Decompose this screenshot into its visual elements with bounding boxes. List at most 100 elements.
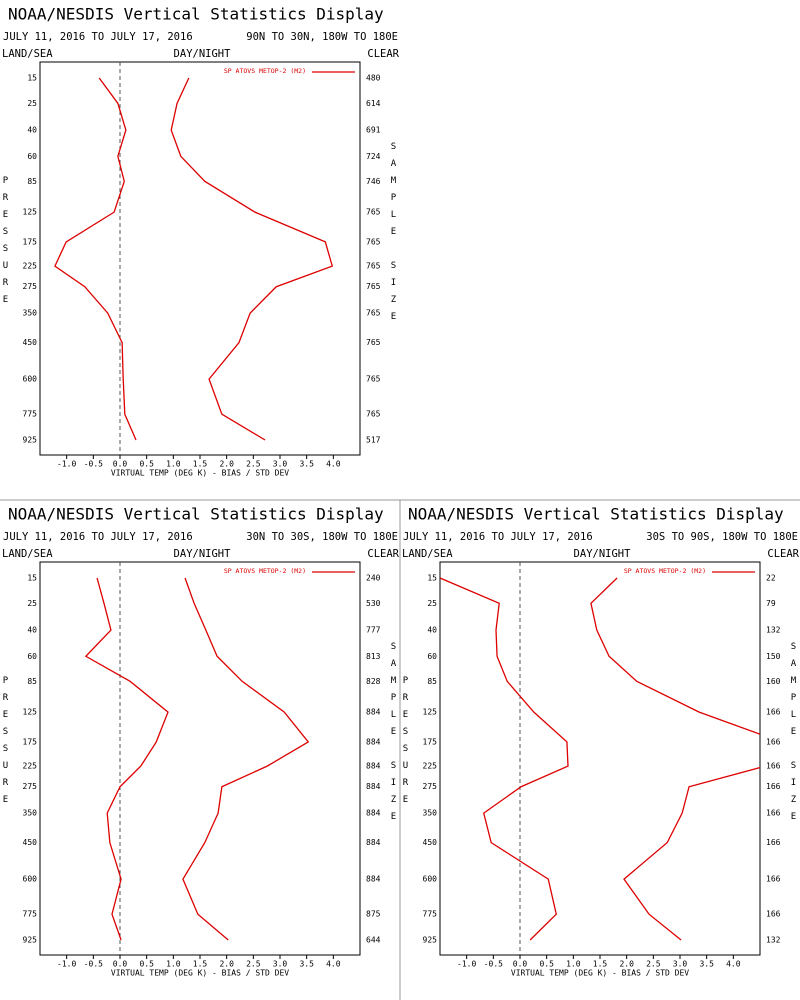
y-axis-label: PRESSURE [1, 176, 11, 312]
x-tick-label: -1.0 [57, 960, 76, 969]
day-night: DAY/NIGHT [574, 548, 632, 560]
x-tick-label: 0.5 [139, 460, 154, 469]
day-night: DAY/NIGHT [174, 548, 232, 560]
sample-size: 746 [366, 177, 381, 186]
sample-size: 166 [766, 762, 781, 771]
x-tick-label: 3.0 [273, 460, 288, 469]
level-label: 225 [23, 762, 38, 771]
panel-title: NOAA/NESDIS Vertical Statistics Display [8, 505, 384, 524]
x-tick-label: 0.5 [139, 960, 154, 969]
level-label: 450 [23, 338, 38, 347]
level-label: 450 [23, 838, 38, 847]
sample-size: 884 [366, 782, 381, 791]
level-label: 350 [23, 809, 38, 818]
level-label: 450 [423, 838, 438, 847]
level-label: 40 [27, 126, 37, 135]
level-label: 15 [427, 574, 437, 583]
sample-size: 166 [766, 838, 781, 847]
sample-size: 22 [766, 574, 776, 583]
profile-line [182, 577, 310, 941]
panel: NOAA/NESDIS Vertical Statistics Display J… [401, 505, 800, 978]
x-tick-label: 2.0 [619, 960, 634, 969]
x-tick-label: 2.0 [219, 460, 234, 469]
level-label: 175 [23, 237, 38, 246]
level-label: 275 [423, 782, 438, 791]
sample-size: 530 [366, 599, 381, 608]
clear: CLEAR [767, 548, 799, 560]
legend-label: SP ATOVS METOP-2 (M2) [224, 567, 306, 575]
region: 90N TO 30N, 180W TO 180E [246, 31, 398, 43]
x-tick-label: 0.0 [113, 460, 128, 469]
x-tick-label: 0.0 [513, 960, 528, 969]
y2-axis-label: SAMPLE SIZE [789, 642, 799, 829]
day-night: DAY/NIGHT [174, 48, 232, 60]
date-range: JULY 11, 2016 TO JULY 17, 2016 [3, 531, 193, 543]
sample-size: 724 [366, 152, 381, 161]
sample-size: 765 [366, 309, 381, 318]
level-label: 125 [423, 708, 438, 717]
x-tick-label: 2.0 [219, 960, 234, 969]
x-tick-label: -0.5 [84, 460, 103, 469]
x-tick-label: 4.0 [326, 460, 341, 469]
sample-size: 884 [366, 737, 381, 746]
x-tick-label: 4.0 [726, 960, 741, 969]
level-label: 60 [427, 652, 437, 661]
sample-size: 132 [766, 936, 781, 945]
sample-size: 884 [366, 809, 381, 818]
x-tick-label: 2.5 [246, 460, 261, 469]
sample-size: 240 [366, 574, 381, 583]
panel-title: NOAA/NESDIS Vertical Statistics Display [408, 505, 784, 524]
x-tick-label: 1.0 [566, 960, 581, 969]
profile-line [170, 77, 334, 441]
level-label: 15 [27, 74, 37, 83]
sample-size: 614 [366, 99, 381, 108]
sample-size: 166 [766, 708, 781, 717]
level-label: 175 [423, 737, 438, 746]
sample-size: 166 [766, 875, 781, 884]
level-label: 125 [23, 708, 38, 717]
level-label: 925 [23, 936, 38, 945]
level-label: 600 [23, 875, 38, 884]
x-tick-label: 2.5 [246, 960, 261, 969]
level-label: 40 [27, 626, 37, 635]
x-tick-label: -1.0 [57, 460, 76, 469]
profile-line [440, 577, 569, 941]
y-axis-label: PRESSURE [401, 676, 411, 812]
sample-size: 480 [366, 74, 381, 83]
level-label: 85 [27, 677, 37, 686]
sample-size: 644 [366, 936, 381, 945]
level-label: 85 [27, 177, 37, 186]
level-label: 25 [27, 599, 37, 608]
sample-size: 166 [766, 737, 781, 746]
level-label: 85 [427, 677, 437, 686]
sample-size: 813 [366, 652, 381, 661]
level-label: 60 [27, 652, 37, 661]
x-tick-label: -0.5 [84, 960, 103, 969]
level-label: 275 [23, 782, 38, 791]
x-tick-label: 0.5 [539, 960, 554, 969]
sample-size: 79 [766, 599, 776, 608]
level-label: 350 [23, 309, 38, 318]
sample-size: 132 [766, 626, 781, 635]
x-tick-label: 2.5 [646, 960, 661, 969]
sample-size: 884 [366, 838, 381, 847]
level-label: 25 [427, 599, 437, 608]
level-label: 15 [27, 574, 37, 583]
level-label: 275 [23, 282, 38, 291]
land-sea: LAND/SEA [2, 548, 53, 560]
x-tick-label: 0.0 [113, 960, 128, 969]
sample-size: 691 [366, 126, 381, 135]
x-tick-label: 3.5 [299, 960, 314, 969]
land-sea: LAND/SEA [2, 48, 53, 60]
level-label: 925 [23, 436, 38, 445]
legend-label: SP ATOVS METOP-2 (M2) [624, 567, 706, 575]
region: 30N TO 30S, 180W TO 180E [246, 531, 398, 543]
level-label: 125 [23, 208, 38, 217]
level-label: 350 [423, 809, 438, 818]
x-tick-label: -0.5 [484, 960, 503, 969]
date-range: JULY 11, 2016 TO JULY 17, 2016 [403, 531, 593, 543]
panel: NOAA/NESDIS Vertical Statistics Display J… [1, 5, 400, 478]
level-label: 775 [423, 910, 438, 919]
x-tick-label: 1.0 [166, 460, 181, 469]
sample-size: 166 [766, 782, 781, 791]
